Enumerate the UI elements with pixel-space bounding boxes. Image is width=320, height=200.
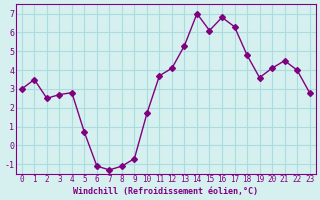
X-axis label: Windchill (Refroidissement éolien,°C): Windchill (Refroidissement éolien,°C) xyxy=(73,187,258,196)
